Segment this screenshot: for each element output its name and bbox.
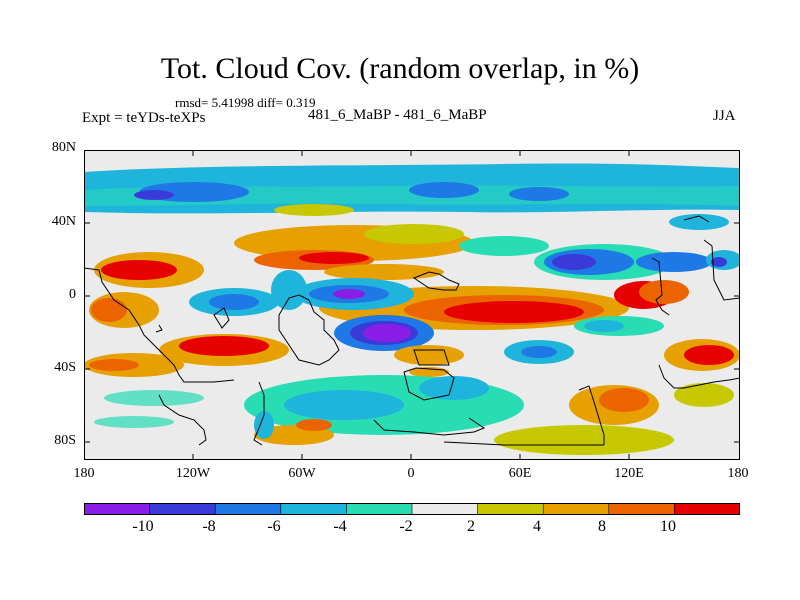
coastline-segment xyxy=(158,394,207,446)
field-blob xyxy=(364,224,464,244)
colorbar-cell xyxy=(674,503,740,515)
field-layer xyxy=(84,150,740,460)
tick-marks xyxy=(84,150,740,460)
field-blob xyxy=(459,236,549,256)
colorbar-label: -2 xyxy=(399,518,413,535)
chart-title: Tot. Cloud Cov. (random overlap, in %) xyxy=(160,52,640,85)
colorbar-cell xyxy=(346,503,413,515)
africa-coastline xyxy=(278,294,340,366)
field-blob xyxy=(711,257,727,267)
colorbar-cell xyxy=(608,503,676,515)
central-america-coastline xyxy=(155,324,163,333)
experiment-label: Expt = teYDs-teXPs xyxy=(82,110,206,126)
field-blob xyxy=(209,294,259,310)
field-blob xyxy=(324,264,444,280)
coastline-layer xyxy=(84,215,740,446)
asia-coastline xyxy=(651,257,670,316)
field-blob xyxy=(444,301,584,323)
field-blob xyxy=(363,324,411,342)
colorbar-label: 4 xyxy=(533,518,541,535)
field-blob xyxy=(179,336,269,356)
south-america-coastline xyxy=(253,381,265,446)
x-tick-label: 60W xyxy=(288,466,316,481)
antarctica-coastline-west xyxy=(578,385,605,445)
x-tick-label: 120E xyxy=(614,466,644,481)
colorbar-label: 8 xyxy=(598,518,606,535)
japan-coastline xyxy=(683,215,710,223)
field-blob xyxy=(91,298,127,322)
field-blob xyxy=(94,416,174,428)
field-blob xyxy=(394,345,464,365)
field-blob xyxy=(494,425,674,455)
island-coastline xyxy=(213,307,230,329)
field-blob xyxy=(509,187,569,201)
field-blob xyxy=(104,390,204,406)
colorbar-label: -10 xyxy=(132,518,154,535)
field-blob xyxy=(284,390,404,420)
colorbar-cell xyxy=(84,503,151,515)
field-blob xyxy=(521,346,557,358)
field-blob xyxy=(134,190,174,200)
antarctica-coastline xyxy=(373,417,486,436)
field-blob xyxy=(584,320,624,332)
y-tick-label: 40S xyxy=(54,360,76,375)
landmass-coastline xyxy=(413,349,450,366)
colorbar-label: -4 xyxy=(333,518,347,535)
field-blob xyxy=(89,359,139,371)
stats-label: rmsd= 5.41998 diff= 0.319 xyxy=(175,95,316,110)
x-tick-label: 120W xyxy=(175,466,211,481)
field-blob xyxy=(599,388,649,412)
y-tick-label: 40N xyxy=(51,214,76,229)
map-frame xyxy=(84,150,740,460)
colorbar-cell xyxy=(280,503,348,515)
x-tick-label: 180 xyxy=(73,466,95,481)
y-tick-label: 80N xyxy=(51,140,76,155)
field-blob xyxy=(333,289,365,299)
colorbar-frame xyxy=(84,503,740,515)
field-blob xyxy=(409,182,479,198)
asia-coastline-east xyxy=(703,239,740,301)
field-blob xyxy=(684,345,734,365)
colorbar-cell xyxy=(411,503,479,515)
field-blob xyxy=(101,260,177,280)
x-tick-label: 0 xyxy=(407,466,415,481)
field-blob xyxy=(296,419,332,431)
field-blob xyxy=(552,254,596,270)
field-blob xyxy=(674,383,734,407)
australia-coastline xyxy=(658,364,740,389)
colorbar-cell xyxy=(542,503,610,515)
field-blob xyxy=(274,204,354,216)
x-tick-label: 60E xyxy=(508,466,532,481)
season-label: JJA xyxy=(713,108,736,124)
y-tick-label: 0 xyxy=(69,287,76,302)
field-blob xyxy=(639,280,689,304)
americas-coastline xyxy=(84,267,235,383)
field-blob xyxy=(271,270,307,310)
field-blob xyxy=(669,214,729,230)
colorbar-cells xyxy=(84,503,740,515)
field-blob xyxy=(254,411,274,439)
colorbar-label: 10 xyxy=(660,518,676,535)
map-panel xyxy=(84,150,740,460)
antarctica-coastline-edge xyxy=(443,441,604,446)
x-tick-label: 180 xyxy=(727,466,749,481)
y-tick-label: 80S xyxy=(54,433,76,448)
landmass-coastline xyxy=(403,367,455,401)
model-label: 481_6_MaBP - 481_6_MaBP xyxy=(308,107,487,123)
colorbar-label: -6 xyxy=(267,518,281,535)
colorbar-cell xyxy=(214,503,282,515)
colorbar-label: -8 xyxy=(202,518,216,535)
colorbar xyxy=(84,503,740,515)
field-blob xyxy=(299,252,369,264)
arabia-coastline xyxy=(412,271,460,291)
colorbar-label: 2 xyxy=(467,518,475,535)
field-blob xyxy=(636,252,712,272)
field-blob xyxy=(419,376,489,400)
colorbar-cell xyxy=(477,503,545,515)
colorbar-cell xyxy=(149,503,216,515)
